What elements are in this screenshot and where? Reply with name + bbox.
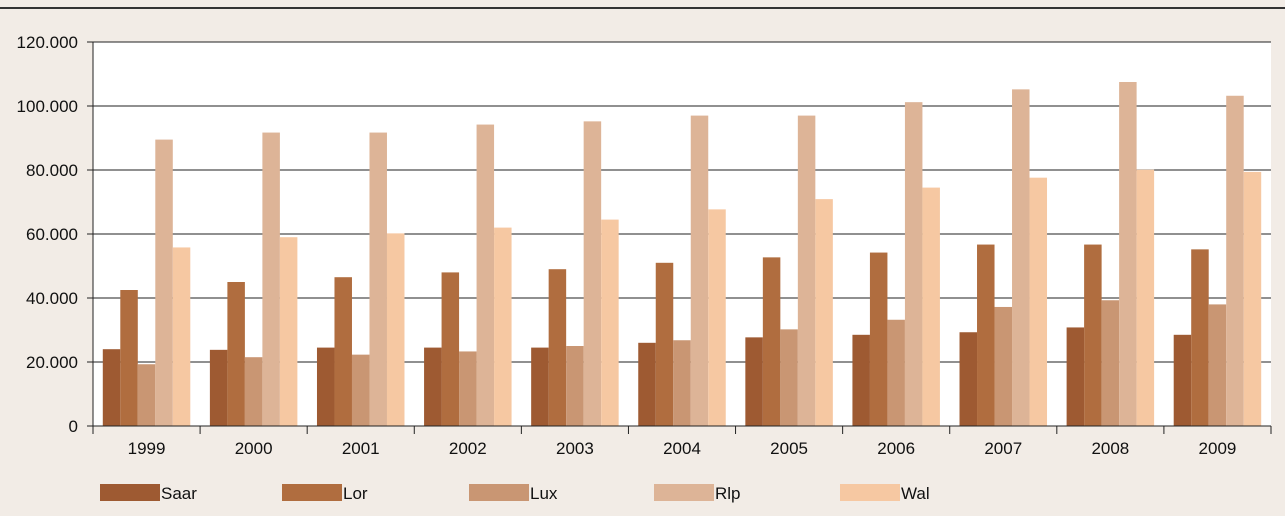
bar [869, 252, 888, 426]
bar [994, 306, 1013, 426]
bar [566, 346, 584, 426]
y-tick-label: 120.000 [17, 33, 78, 52]
legend-label: Wal [901, 484, 930, 503]
x-tick-label: 2004 [663, 439, 701, 458]
bar [922, 187, 940, 426]
bar [815, 199, 833, 426]
x-tick-label: 2000 [235, 439, 273, 458]
x-tick-label: 2001 [342, 439, 380, 458]
top-rule [0, 7, 1285, 9]
legend-label: Saar [161, 484, 197, 503]
bar [887, 319, 905, 426]
bar [673, 340, 691, 426]
legend-swatch [840, 484, 900, 501]
bar [459, 351, 477, 426]
bar [102, 349, 121, 426]
x-tick-label: 2002 [449, 439, 487, 458]
bar [638, 342, 656, 426]
bar [316, 347, 335, 426]
y-tick-label: 20.000 [26, 353, 78, 372]
bar [369, 132, 387, 426]
bar [601, 219, 619, 426]
bar [690, 115, 709, 426]
bar [351, 354, 370, 426]
bar [227, 282, 245, 426]
bar [386, 233, 405, 426]
bar [424, 347, 442, 426]
bar [583, 121, 602, 427]
bar [655, 262, 674, 426]
bar [797, 115, 816, 426]
bar [494, 227, 512, 426]
bar [1119, 82, 1137, 426]
bar [531, 347, 549, 426]
legend-swatch [100, 484, 160, 501]
legend-label: Lux [530, 484, 558, 503]
x-tick-label: 2007 [984, 439, 1022, 458]
x-tick-label: 2005 [770, 439, 808, 458]
bar [334, 277, 352, 426]
x-tick-label: 2009 [1199, 439, 1237, 458]
bar [209, 349, 228, 426]
legend-label: Lor [343, 484, 368, 503]
bar [279, 237, 298, 426]
bar [852, 334, 870, 426]
bar [476, 124, 495, 426]
bar [441, 272, 460, 426]
x-tick-label: 2006 [877, 439, 915, 458]
x-tick-label: 2008 [1091, 439, 1129, 458]
bar [1029, 177, 1048, 426]
bar [262, 132, 280, 426]
y-tick-label: 80.000 [26, 161, 78, 180]
bar [172, 247, 191, 426]
bar [780, 329, 798, 426]
bar [977, 244, 995, 426]
bar [1173, 334, 1192, 426]
bar [1012, 89, 1030, 427]
x-tick-label: 2003 [556, 439, 594, 458]
bar [1084, 244, 1102, 426]
bar [1191, 249, 1209, 426]
bar [1101, 300, 1120, 426]
bar [1243, 171, 1262, 426]
bar [745, 337, 763, 426]
y-tick-label: 60.000 [26, 225, 78, 244]
bar [1066, 327, 1085, 426]
bar [244, 357, 263, 426]
bar [762, 257, 781, 426]
legend-swatch [469, 484, 529, 501]
bar [1136, 169, 1155, 426]
bar [120, 290, 138, 426]
y-tick-label: 40.000 [26, 289, 78, 308]
legend-label: Rlp [715, 484, 741, 503]
bar [548, 269, 567, 426]
bar [137, 364, 156, 426]
legend-swatch [282, 484, 342, 501]
bar [904, 102, 923, 426]
bar [1226, 95, 1244, 426]
y-tick-label: 100.000 [17, 97, 78, 116]
bar [959, 332, 978, 426]
legend-swatch [654, 484, 714, 501]
x-tick-label: 1999 [128, 439, 166, 458]
bar [1208, 304, 1227, 426]
bar [155, 139, 173, 426]
bar [708, 209, 726, 426]
y-tick-label: 0 [69, 417, 78, 436]
